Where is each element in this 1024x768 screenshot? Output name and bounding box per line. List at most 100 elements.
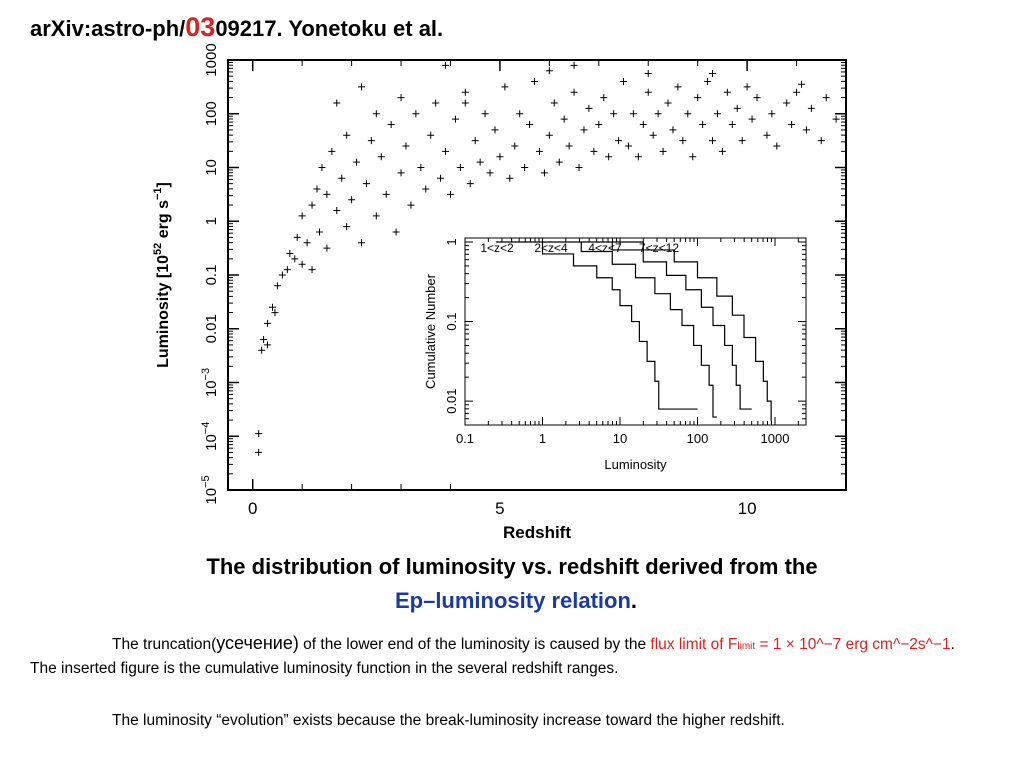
data-point (318, 164, 326, 171)
inset-series-line (581, 241, 752, 410)
data-point (506, 174, 514, 182)
data-point (471, 137, 479, 145)
data-point (664, 99, 672, 107)
data-point (570, 88, 578, 96)
data-point (323, 244, 331, 252)
data-point (511, 142, 519, 150)
inset-legend-label: 1<z<2 (480, 241, 514, 255)
y-tick-label: 10−4 (200, 422, 220, 451)
data-point (709, 137, 717, 145)
data-point (783, 99, 791, 107)
data-point (545, 131, 553, 139)
data-point (268, 303, 276, 311)
data-point (501, 83, 509, 91)
data-point (684, 110, 692, 118)
inset-y-tick-label: 0.01 (444, 388, 459, 413)
p1-russian: усечение) (216, 633, 299, 653)
data-point (357, 239, 365, 247)
data-point (694, 94, 702, 102)
data-point (793, 88, 801, 96)
header-prefix: arXiv:astro-ph/ (30, 16, 186, 41)
data-point (521, 164, 529, 171)
data-point (788, 121, 796, 128)
data-point (260, 336, 268, 343)
data-point (496, 153, 504, 161)
data-point (392, 228, 400, 236)
y-tick-label: 1000 (203, 43, 220, 76)
data-point (709, 69, 717, 77)
data-point (822, 94, 830, 102)
luminosity-redshift-figure: 10−5 10−4 10−3 0.01 0.1 1 10 100 1000 0 5 10 Redshif… (152, 43, 847, 542)
inset-series-line (542, 241, 717, 418)
data-point (654, 110, 662, 118)
y-axis-label: Luminosity [1052 erg s−1] (152, 182, 172, 368)
data-point (397, 94, 405, 102)
data-point (723, 88, 731, 96)
data-point (407, 201, 415, 209)
data-point (283, 266, 291, 274)
data-point (733, 104, 741, 112)
inset-x-tick-label: 1 (539, 431, 546, 446)
data-point (773, 142, 781, 150)
inset-y-tick-label: 0.1 (444, 313, 459, 331)
x-axis-label: Redshift (503, 523, 571, 542)
slide-header: arXiv:astro-ph/0309217. Yonetoku et al. (30, 12, 443, 43)
y-tick-label: 100 (203, 101, 220, 126)
inset-series-line (496, 241, 698, 410)
x-tick-label: 5 (495, 499, 504, 518)
data-point (768, 110, 776, 118)
data-point (382, 190, 390, 198)
inset-y-axis-label: Cumulative Number (423, 273, 438, 389)
data-point (763, 131, 771, 139)
inset-x-tick-label: 0.1 (456, 431, 474, 446)
data-point (798, 80, 806, 88)
data-point (456, 164, 464, 171)
data-point (313, 185, 321, 193)
data-point (704, 78, 712, 85)
data-point (753, 94, 761, 102)
p1-text1: The truncation( (112, 636, 217, 653)
data-point (575, 164, 583, 171)
data-point (644, 69, 652, 77)
data-point (271, 309, 279, 317)
data-point (451, 115, 459, 123)
header-suffix: 09217. Yonetoku et al. (215, 16, 444, 41)
paragraph-truncation: The truncation(усечение) of the lower en… (30, 632, 980, 680)
y-tick-label: 0.1 (203, 265, 220, 286)
data-point (258, 346, 266, 354)
data-point (333, 99, 341, 107)
data-point (634, 153, 642, 161)
data-point (422, 185, 430, 193)
data-point (353, 158, 361, 166)
data-point (748, 115, 756, 123)
y-tick-label: 10 (203, 159, 220, 176)
data-point (308, 266, 316, 274)
data-point (293, 233, 301, 241)
inset-series-line (612, 241, 772, 422)
data-point (372, 212, 380, 220)
data-point (338, 174, 346, 182)
data-point (555, 158, 563, 166)
data-point (713, 110, 721, 118)
data-point (565, 142, 573, 150)
p2-text: The luminosity “evolution” exists becaus… (112, 712, 785, 729)
data-point (516, 110, 524, 118)
caption-period: . (630, 588, 638, 613)
data-point (699, 121, 707, 128)
data-point (348, 196, 356, 204)
data-point (291, 255, 299, 263)
data-point (610, 110, 618, 118)
data-point (674, 83, 682, 91)
data-point (659, 147, 667, 155)
data-point (437, 174, 445, 182)
data-point (466, 180, 474, 188)
data-point (491, 126, 499, 134)
p1-text3: . The inserted figure is the cumulative … (30, 636, 955, 677)
data-point (629, 110, 637, 118)
caption-title: The distribution of luminosity vs. redsh… (0, 554, 1024, 614)
data-point (644, 88, 652, 96)
data-point (367, 137, 375, 145)
data-point (590, 147, 598, 155)
data-point (377, 153, 385, 161)
data-point (807, 104, 815, 112)
